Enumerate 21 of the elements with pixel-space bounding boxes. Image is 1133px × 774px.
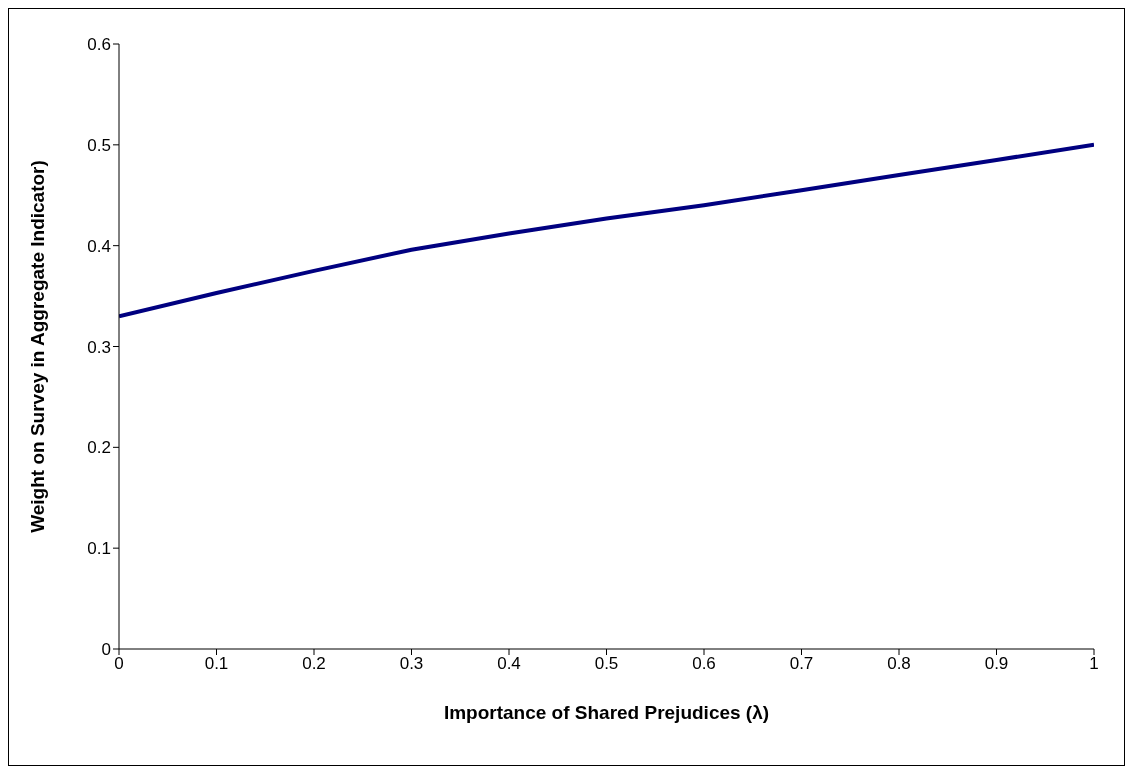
x-tick-label: 0.7 [789, 654, 814, 674]
x-tick-label: 0.1 [204, 654, 229, 674]
x-tick-label: 0.9 [984, 654, 1009, 674]
y-tick-label: 0.1 [87, 539, 111, 559]
x-tick-label: 0.6 [692, 654, 716, 674]
x-tick-label: 0 [114, 654, 124, 674]
x-tick-label: 0.8 [887, 654, 911, 674]
line-series [119, 142, 1094, 319]
x-tick-label: 0.2 [302, 654, 326, 674]
x-tick-label: 1 [1089, 654, 1099, 674]
y-tick-label: 0.6 [87, 35, 111, 55]
x-tick-label: 0.4 [497, 654, 521, 674]
y-tick-label: 0.5 [87, 135, 111, 155]
y-tick-label: 0.2 [87, 438, 111, 458]
y-tick-label: 0.3 [87, 337, 111, 357]
y-axis-title: Weight on Survey in Aggregate Indicator) [26, 160, 48, 533]
x-axis-title: Importance of Shared Prejudices (λ) [443, 702, 770, 723]
x-tick-label: 0.3 [399, 654, 424, 674]
x-tick-label: 0.5 [594, 654, 619, 674]
y-tick-label: 0.4 [87, 236, 111, 256]
y-tick-label: 0 [101, 640, 111, 660]
